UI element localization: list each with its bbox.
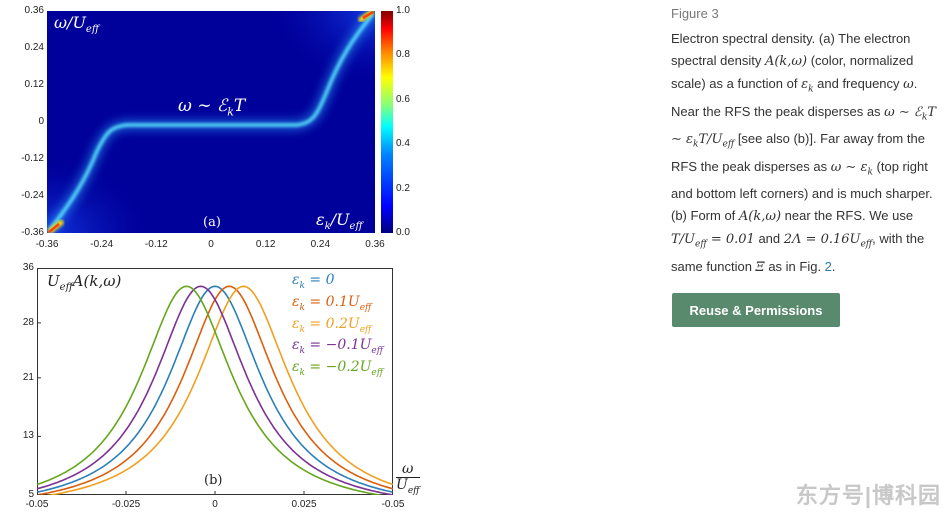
panel-b-ytick: 13	[22, 430, 34, 442]
panel-a-ytick: 0.36	[24, 5, 44, 16]
panel-b-xtick: 0.025	[291, 499, 317, 510]
panel-b-legend: εk = 0 εk = 0.1Ueff εk = 0.2Ueff εk = −0.1U…	[292, 272, 383, 381]
panel-a-annotation: ω ∼ ℰkT	[178, 96, 246, 119]
series-line-4	[37, 285, 384, 495]
series-line-3	[37, 285, 393, 495]
panel-a-xtick: 0.12	[255, 239, 276, 250]
series-line-0	[37, 285, 393, 493]
panel-a-xtick: 0.24	[310, 239, 331, 250]
panel-a-xtick: 0	[208, 239, 214, 250]
panel-b-ytick: 21	[22, 371, 34, 383]
panel-b-ytick: 5	[28, 489, 34, 500]
panel-a-xtick: -0.36	[35, 239, 59, 250]
figure-label: Figure 3	[671, 6, 719, 21]
panel-b-xtick: -0.05	[25, 499, 49, 510]
colorbar-tick: 0.0	[396, 227, 410, 238]
colorbar-tick: 0.2	[396, 182, 410, 194]
colorbar-tick: 0.8	[396, 49, 410, 61]
colorbar-tick: 0.6	[396, 93, 410, 105]
panel-b-ytick: 36	[22, 262, 34, 273]
panel-a-xtick: 0.36	[365, 239, 385, 250]
panel-b-ylabel: UeffA(k,ω)	[47, 272, 122, 293]
panel-a-xlabel: εk/Ueff	[316, 210, 363, 233]
panel-a-ylabel: ω/Ueff	[54, 13, 99, 36]
legend-entry: εk = 0.2Ueff	[292, 315, 372, 335]
spectral-density-line-chart	[37, 268, 393, 495]
panel-b-ytick: 28	[22, 316, 34, 328]
panel-a-ytick: 0	[38, 116, 44, 127]
panel-b-xtick: -0.025	[111, 499, 141, 510]
panel-a-ytick: -0.12	[21, 153, 44, 164]
panel-b-xtick: -0.05	[381, 499, 405, 510]
spectral-density-heatmap	[47, 11, 375, 233]
figure-2-link[interactable]: 2	[824, 258, 832, 274]
legend-entry: εk = −0.1Ueff	[292, 337, 384, 357]
panel-b-xlabel: ω Ueff	[396, 461, 420, 496]
panel-a-xtick: -0.24	[90, 239, 114, 250]
panel-a-ytick: 0.12	[24, 79, 44, 90]
panel-b-tag: (b)	[204, 473, 223, 488]
legend-entry: εk = 0.1Ueff	[292, 293, 372, 313]
reuse-permissions-button[interactable]: Reuse & Permissions	[672, 293, 840, 327]
colorbar-tick: 0.4	[396, 138, 410, 150]
figure-caption: Electron spectral density. (a) The elect…	[671, 31, 936, 275]
panel-a-ytick: 0.24	[24, 42, 44, 53]
panel-a-tag: (a)	[203, 215, 221, 230]
panel-a-ytick: -0.24	[21, 190, 44, 201]
legend-entry: εk = 0	[292, 272, 335, 291]
colorbar-tick: 1.0	[396, 5, 410, 16]
panel-a-xtick: -0.12	[144, 239, 168, 250]
legend-entry: εk = −0.2Ueff	[292, 359, 384, 378]
figure-caption-panel: Figure 3 Electron spectral density. (a) …	[671, 6, 943, 279]
panel-a-ytick: -0.36	[21, 227, 44, 238]
panel-b-xtick: 0	[212, 499, 218, 510]
watermark-logo: 东方号|博科园	[795, 483, 941, 508]
colorbar	[381, 11, 393, 233]
